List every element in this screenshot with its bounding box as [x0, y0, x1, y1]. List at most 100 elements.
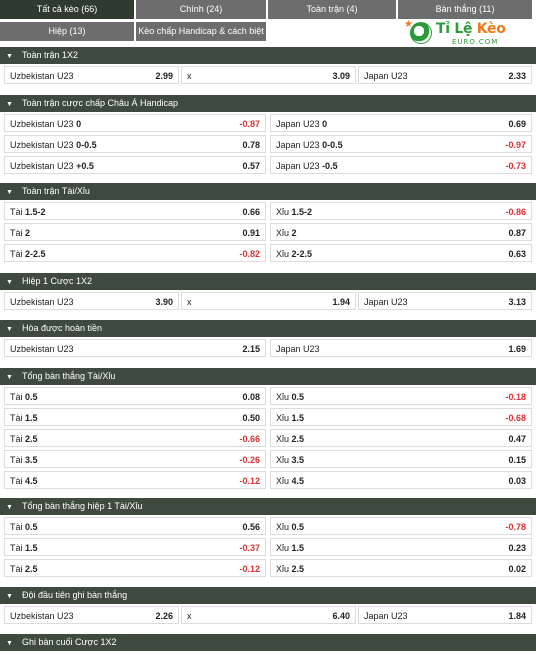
selection-line: 2.5	[291, 434, 305, 444]
market-section: ▼ Toàn trận Tài/Xỉu Tài 1.5-2 0.66 Xỉu 1.5-2…	[0, 183, 536, 262]
odds-cell[interactable]: Xỉu 0.5 -0.18	[270, 387, 532, 405]
chevron-down-icon[interactable]: ▼	[6, 326, 13, 333]
section-header[interactable]: ▼ Tổng bàn thắng hiệp 1 Tài/Xỉu	[0, 498, 536, 515]
odds-cell[interactable]: Tài 4.5 -0.12	[4, 471, 266, 489]
odds-cell[interactable]: Tài 2-2.5 -0.82	[4, 244, 266, 262]
odds-cell[interactable]: Japan U23 -0.5 -0.73	[270, 156, 532, 174]
selection-line: 2-2.5	[291, 249, 313, 259]
odds-value: -0.82	[239, 249, 260, 259]
odds-value: 0.02	[508, 564, 526, 574]
odds-cell[interactable]: Tài 1.5 0.50	[4, 408, 266, 426]
odds-cell[interactable]: Uzbekistan U23 +0.5 0.57	[4, 156, 266, 174]
odds-cell[interactable]: Xỉu 1.5-2 -0.86	[270, 202, 532, 220]
chevron-down-icon[interactable]: ▼	[6, 593, 13, 600]
section-header[interactable]: ▼ Ghi bàn cuối Cược 1X2	[0, 634, 536, 651]
chevron-down-icon[interactable]: ▼	[6, 53, 13, 60]
selection-line: 1.5	[291, 543, 305, 553]
odds-cell[interactable]: Tài 2.5 -0.12	[4, 559, 266, 577]
odds-cell[interactable]: Japan U23 1.84	[358, 606, 532, 624]
odds-cell[interactable]: Tài 1.5 -0.37	[4, 538, 266, 556]
selection-name: x	[187, 71, 192, 81]
odds-cell[interactable]: Japan U23 2.33	[358, 66, 532, 84]
tab-half[interactable]: Hiệp (13)	[0, 22, 134, 41]
selection-label: Japan U23 -0.5	[276, 157, 338, 173]
odds-cell[interactable]: Uzbekistan U23 2.99	[4, 66, 179, 84]
odds-cell[interactable]: Japan U23 1.69	[270, 339, 532, 357]
odds-cell[interactable]: Uzbekistan U23 2.26	[4, 606, 179, 624]
chevron-down-icon[interactable]: ▼	[6, 189, 13, 196]
selection-name: Japan U23	[364, 611, 408, 621]
odds-value: -0.68	[505, 413, 526, 423]
odds-cell[interactable]: Xỉu 2.5 0.02	[270, 559, 532, 577]
chevron-down-icon[interactable]: ▼	[6, 504, 13, 511]
odds-cell[interactable]: x 3.09	[181, 66, 356, 84]
odds-cell[interactable]: Uzbekistan U23 0 -0.87	[4, 114, 266, 132]
selection-line: 2-2.5	[25, 249, 46, 259]
market-tabs: Tất cả kèo (66) Chính (24) Toàn trận (4)…	[0, 0, 536, 55]
odds-cell[interactable]: Tài 0.5 0.08	[4, 387, 266, 405]
odds-cell[interactable]: x 1.94	[181, 292, 356, 310]
odds-cell[interactable]: Tài 1.5-2 0.66	[4, 202, 266, 220]
section-header[interactable]: ▼ Toàn trận Tài/Xỉu	[0, 183, 536, 200]
section-title: Đội đầu tiên ghi bàn thắng	[22, 590, 128, 600]
odds-value: -0.37	[239, 543, 260, 553]
tab-all-markets[interactable]: Tất cả kèo (66)	[0, 0, 134, 19]
selection-label: Tài 1.5	[10, 539, 38, 555]
chevron-down-icon[interactable]: ▼	[6, 640, 13, 647]
selection-label: x	[187, 67, 192, 83]
section-header[interactable]: ▼ Hiệp 1 Cược 1X2	[0, 273, 536, 290]
chevron-down-icon[interactable]: ▼	[6, 279, 13, 286]
section-title: Toàn trận 1X2	[22, 50, 79, 60]
odds-value: 1.69	[508, 344, 526, 354]
odds-cell[interactable]: Tài 0.5 0.56	[4, 517, 266, 535]
odds-cell[interactable]: Xỉu 1.5 0.23	[270, 538, 532, 556]
selection-name: Xỉu	[276, 434, 290, 444]
selection-label: Japan U23	[364, 67, 408, 83]
chevron-down-icon[interactable]: ▼	[6, 374, 13, 381]
selection-label: Xỉu 2.5	[276, 430, 305, 446]
odds-cell[interactable]: Xỉu 0.5 -0.78	[270, 517, 532, 535]
odds-value: 3.13	[508, 297, 526, 307]
selection-label: Xỉu 2-2.5	[276, 245, 313, 261]
tab-goals[interactable]: Bàn thắng (11)	[398, 0, 532, 19]
odds-cell[interactable]: Xỉu 2-2.5 0.63	[270, 244, 532, 262]
odds-cell[interactable]: Uzbekistan U23 3.90	[4, 292, 179, 310]
odds-cell[interactable]: Xỉu 3.5 0.15	[270, 450, 532, 468]
odds-cell[interactable]: Tài 2.5 -0.66	[4, 429, 266, 447]
selection-name: Tài	[10, 455, 23, 465]
odds-cell[interactable]: Xỉu 1.5 -0.68	[270, 408, 532, 426]
odds-cell[interactable]: Xỉu 2 0.87	[270, 223, 532, 241]
section-header[interactable]: ▼ Hòa được hoàn tiền	[0, 320, 536, 337]
odds-value: 0.03	[508, 476, 526, 486]
odds-cell[interactable]: Uzbekistan U23 2.15	[4, 339, 266, 357]
selection-line: 1.5	[25, 413, 38, 423]
odds-value: 0.08	[242, 392, 260, 402]
odds-cell[interactable]: Tài 2 0.91	[4, 223, 266, 241]
selection-name: Xỉu	[276, 455, 290, 465]
odds-cell[interactable]: x 6.40	[181, 606, 356, 624]
odds-cell[interactable]: Japan U23 3.13	[358, 292, 532, 310]
site-logo[interactable]: ★ Tỉ Lệ Kèo EURO.COM	[400, 17, 530, 49]
selection-label: Xỉu 4.5	[276, 472, 304, 488]
odds-cell[interactable]: Uzbekistan U23 0-0.5 0.78	[4, 135, 266, 153]
selection-label: Uzbekistan U23	[10, 607, 74, 623]
odds-cell[interactable]: Japan U23 0-0.5 -0.97	[270, 135, 532, 153]
odds-cell[interactable]: Tài 3.5 -0.26	[4, 450, 266, 468]
odds-cell[interactable]: Xỉu 2.5 0.47	[270, 429, 532, 447]
selection-line: 2	[25, 228, 31, 238]
section-header[interactable]: ▼ Toàn trận cược chấp Châu Á Handicap	[0, 95, 536, 112]
selection-label: Xỉu 3.5	[276, 451, 304, 467]
odds-cell[interactable]: Japan U23 0 0.69	[270, 114, 532, 132]
selection-name: Tài	[10, 476, 23, 486]
tab-full-match[interactable]: Toàn trận (4)	[268, 0, 396, 19]
section-header[interactable]: ▼ Toàn trận 1X2	[0, 47, 536, 64]
selection-line: 2.5	[291, 564, 305, 574]
odds-value: 6.40	[332, 611, 350, 621]
odds-cell[interactable]: Xỉu 4.5 0.03	[270, 471, 532, 489]
section-header[interactable]: ▼ Tổng bàn thắng Tài/Xỉu	[0, 368, 536, 385]
section-header[interactable]: ▼ Đội đầu tiên ghi bàn thắng	[0, 587, 536, 604]
tab-main[interactable]: Chính (24)	[136, 0, 266, 19]
tab-handicap[interactable]: Kèo chấp Handicap & cách biệt (3)	[136, 22, 266, 55]
chevron-down-icon[interactable]: ▼	[6, 101, 13, 108]
selection-label: Uzbekistan U23 0	[10, 115, 81, 131]
